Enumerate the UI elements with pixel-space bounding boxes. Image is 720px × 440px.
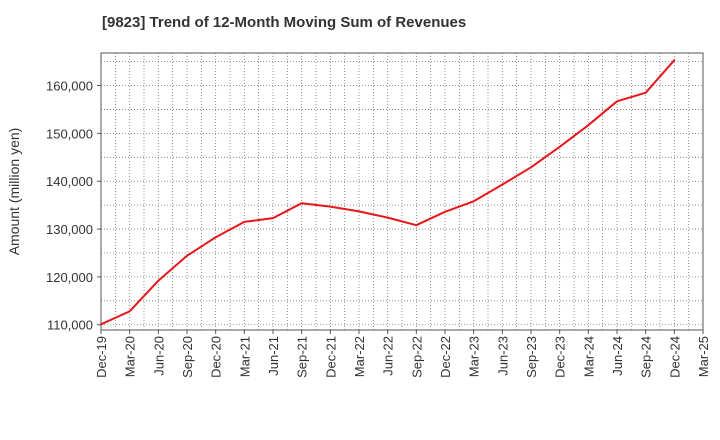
x-tick-label: Jun-20: [151, 336, 166, 376]
y-axis-label: Amount (million yen): [6, 128, 22, 256]
x-tick-label: Sep-22: [409, 336, 424, 378]
grid: [100, 53, 704, 330]
x-tick-label: Dec-21: [323, 336, 338, 378]
x-tick-label: Dec-20: [209, 336, 224, 378]
x-tick-label: Sep-24: [639, 336, 654, 378]
y-tick-label: 110,000: [47, 318, 93, 333]
x-tick-label: Mar-21: [237, 336, 252, 377]
x-axis: Dec-19 Mar-20 Jun-20 Sep-20 Dec-20 Mar-21 Jun-…: [94, 330, 711, 378]
y-tick-label: 120,000: [46, 270, 93, 285]
series-layer: [100, 59, 676, 326]
x-tick-label: Jun-22: [381, 336, 396, 376]
x-tick-label: Jun-23: [495, 336, 510, 376]
plot-area: [100, 52, 704, 331]
series-line: [100, 59, 676, 326]
x-tick-label: Mar-20: [123, 336, 138, 377]
x-tick-label: Dec-19: [94, 336, 109, 378]
x-tick-label: Jun-21: [266, 336, 281, 376]
x-tick-label: Jun-24: [610, 336, 625, 376]
y-tick-label: 160,000: [46, 79, 93, 94]
x-tick-label: Mar-25: [696, 336, 711, 377]
x-tick-label: Mar-24: [581, 336, 596, 377]
x-tick-label: Mar-22: [352, 336, 367, 377]
x-tick-label: Sep-21: [295, 336, 310, 378]
x-tick-label: Sep-20: [180, 336, 195, 378]
y-axis: 110,000 120,000 130,000 140,000 150,000 160,0…: [46, 79, 101, 333]
y-tick-label: 150,000: [46, 126, 93, 141]
x-tick-label: Sep-23: [524, 336, 539, 378]
x-tick-label: Dec-24: [667, 336, 682, 378]
y-tick-label: 140,000: [46, 174, 93, 189]
chart-title: [9823] Trend of 12-Month Moving Sum of R…: [102, 14, 467, 31]
x-tick-label: Mar-23: [467, 336, 482, 377]
x-tick-label: Dec-22: [438, 336, 453, 378]
y-tick-label: 130,000: [46, 222, 93, 237]
x-tick-label: Dec-23: [553, 336, 568, 378]
